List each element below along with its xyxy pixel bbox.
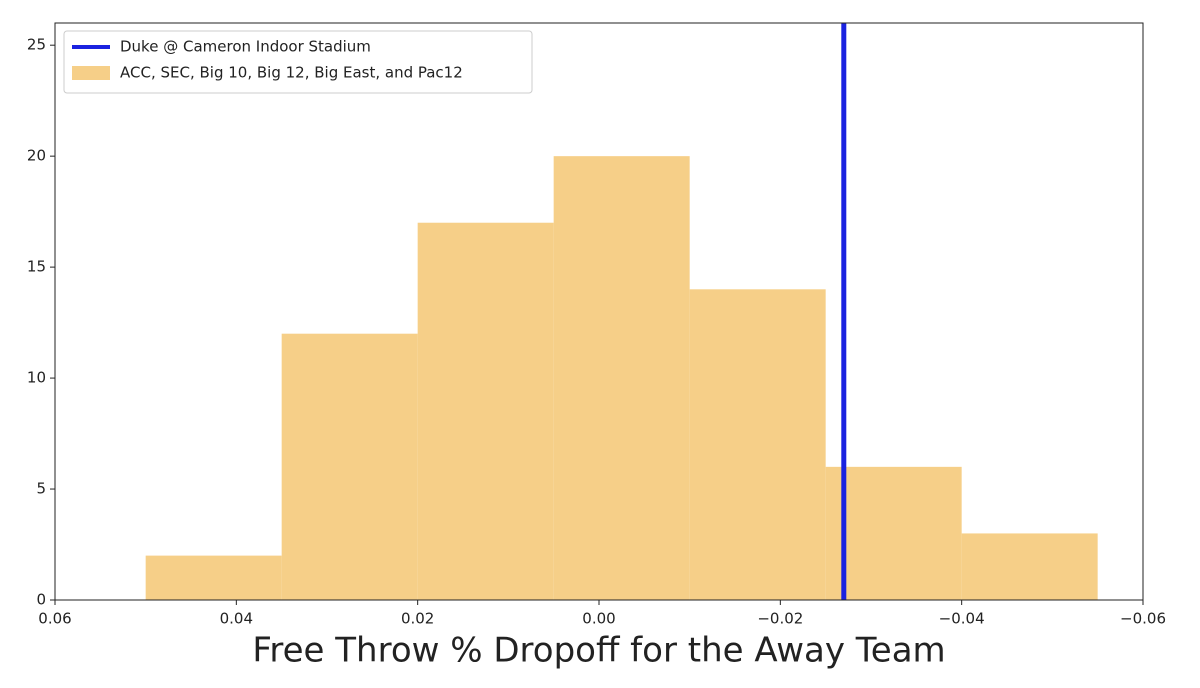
histogram-bar	[145, 555, 282, 600]
x-tick-label: 0.06	[38, 610, 71, 628]
histogram-bar	[417, 222, 554, 600]
y-tick-label: 10	[27, 369, 46, 387]
y-tick-label: 5	[36, 480, 46, 498]
histogram-bar	[961, 533, 1098, 600]
legend-label: ACC, SEC, Big 10, Big 12, Big East, and …	[120, 64, 463, 82]
histogram-bar	[553, 156, 690, 600]
legend-label: Duke @ Cameron Indoor Stadium	[120, 38, 371, 56]
x-axis-label: Free Throw % Dropoff for the Away Team	[252, 631, 945, 671]
legend-box	[63, 30, 533, 94]
y-tick-label: 0	[36, 591, 46, 609]
x-tick-label: 0.04	[220, 610, 253, 628]
x-tick-label: −0.02	[757, 610, 803, 628]
x-tick-label: 0.00	[582, 610, 615, 628]
x-tick-label: −0.06	[1120, 610, 1166, 628]
histogram-bar	[825, 466, 962, 600]
histogram-bar	[689, 289, 826, 600]
x-tick-label: 0.02	[401, 610, 434, 628]
y-tick-label: 20	[27, 147, 46, 165]
y-tick-label: 15	[27, 258, 46, 276]
histogram-bar	[281, 333, 418, 600]
x-tick-label: −0.04	[939, 610, 985, 628]
legend-swatch	[72, 66, 110, 80]
y-tick-label: 25	[27, 36, 46, 54]
